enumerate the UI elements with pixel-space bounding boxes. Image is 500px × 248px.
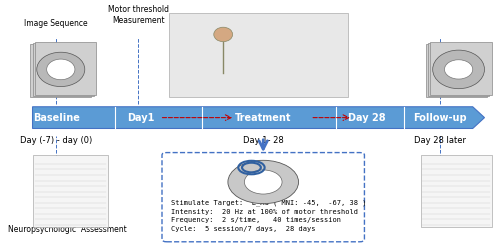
Ellipse shape (244, 170, 282, 194)
FancyBboxPatch shape (35, 42, 96, 95)
Text: Motor threshold
Measurement: Motor threshold Measurement (108, 5, 169, 25)
FancyBboxPatch shape (430, 42, 492, 95)
Text: Follow-up: Follow-up (413, 113, 467, 123)
FancyBboxPatch shape (169, 13, 348, 97)
Text: Stimulate Target:  L_AG ( MNI: -45,  -67, 38 )
Intensity:  20 Hz at 100% of moto: Stimulate Target: L_AG ( MNI: -45, -67, … (172, 200, 367, 232)
Text: Neuropsychologic  Assessment: Neuropsychologic Assessment (8, 225, 127, 234)
Text: Day 1- 28: Day 1- 28 (243, 136, 284, 145)
Ellipse shape (37, 52, 85, 87)
FancyBboxPatch shape (162, 153, 364, 242)
FancyBboxPatch shape (428, 43, 489, 96)
Text: Day1: Day1 (127, 113, 154, 123)
Ellipse shape (228, 160, 298, 204)
FancyBboxPatch shape (421, 155, 492, 227)
FancyBboxPatch shape (32, 43, 94, 96)
FancyBboxPatch shape (426, 44, 487, 97)
Text: Day (-7) - day (0): Day (-7) - day (0) (20, 136, 92, 145)
Text: Baseline: Baseline (32, 113, 80, 123)
Ellipse shape (214, 27, 233, 42)
Ellipse shape (444, 60, 472, 79)
Ellipse shape (46, 59, 75, 80)
Text: Day 28 later: Day 28 later (414, 136, 466, 145)
Ellipse shape (432, 50, 484, 89)
Polygon shape (32, 107, 484, 128)
Text: Treatment: Treatment (235, 113, 292, 123)
Text: Image Sequence: Image Sequence (24, 19, 88, 29)
Text: Day 28: Day 28 (348, 113, 386, 123)
FancyBboxPatch shape (32, 155, 108, 227)
FancyBboxPatch shape (30, 44, 92, 97)
